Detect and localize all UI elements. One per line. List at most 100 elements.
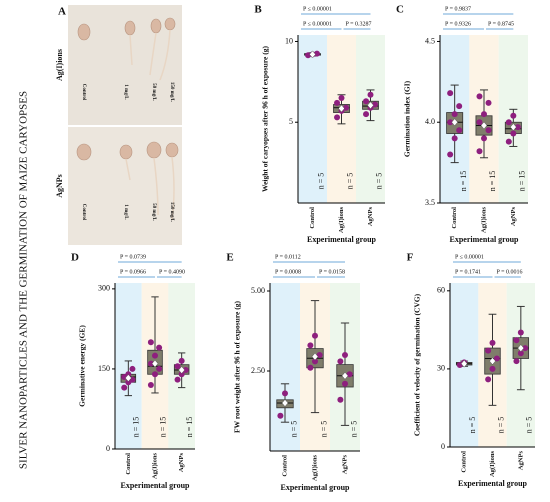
y-tick-label: 4.0 <box>425 117 435 126</box>
point <box>513 358 520 365</box>
y-tick-label: 300 <box>98 284 110 293</box>
point <box>312 358 318 365</box>
x-axis-label: Experimental group <box>281 483 351 492</box>
point <box>489 339 496 346</box>
y-axis-label: Coefficient of velocity of germination (… <box>413 293 422 436</box>
column-label: 50 mg/L <box>151 203 156 221</box>
p-value: P = 0.0008 <box>275 269 301 275</box>
category-band <box>298 35 327 203</box>
point <box>305 52 312 59</box>
p-value: P = 0.8745 <box>488 21 514 27</box>
panel-letter: F <box>407 252 414 264</box>
y-tick-label: 0 <box>441 442 445 451</box>
x-tick-label: AgNPs <box>510 207 517 227</box>
n-label: n = 5 <box>346 173 355 190</box>
mean <box>367 101 374 110</box>
point <box>174 363 181 370</box>
n-label: n = 5 <box>289 421 298 438</box>
point <box>337 358 344 365</box>
n-label: n = 15 <box>488 171 497 192</box>
p-value: P = 0.0966 <box>120 269 146 275</box>
mean <box>510 123 517 131</box>
y-tick-label: 3.5 <box>425 198 435 207</box>
point <box>313 50 320 57</box>
point <box>505 119 512 126</box>
figure-title: SILVER NANOPARTICLES AND THE GERMINATION… <box>18 91 30 469</box>
p-value: P = 0.0016 <box>497 269 523 275</box>
y-tick-label: 4.5 <box>425 36 435 45</box>
p-value: P = 0.1741 <box>455 269 481 275</box>
mean <box>309 50 316 59</box>
panel-letter: C <box>396 4 404 16</box>
n-label: n = 15 <box>132 417 141 438</box>
point <box>152 352 158 359</box>
point <box>476 93 483 100</box>
photo-panel <box>68 5 182 245</box>
n-label: n = 15 <box>158 417 167 438</box>
x-tick-label: AgNPs <box>367 207 374 227</box>
mean <box>460 359 468 368</box>
point <box>517 350 524 357</box>
point <box>476 148 483 155</box>
point <box>485 376 492 383</box>
point <box>334 114 341 121</box>
point <box>156 344 163 351</box>
point <box>152 371 158 378</box>
x-axis-label: Experimental group <box>307 235 377 244</box>
mean <box>151 359 159 368</box>
point <box>510 112 517 119</box>
point <box>342 380 348 387</box>
point <box>363 98 370 105</box>
panel-letter: B <box>254 4 262 16</box>
point <box>129 365 136 372</box>
point <box>307 364 314 371</box>
mean <box>480 121 488 130</box>
n-label: n = 15 <box>459 171 468 192</box>
mean <box>341 371 349 380</box>
x-tick-label: AgNPs <box>341 455 348 475</box>
point <box>307 342 314 349</box>
x-tick-label: Control <box>461 451 468 473</box>
point <box>481 135 487 142</box>
row-label: Ag(I)ions <box>55 49 64 81</box>
point <box>156 365 163 372</box>
column-label: Control <box>81 84 86 101</box>
x-tick-label: Control <box>125 453 132 475</box>
point <box>514 124 521 131</box>
x-tick-label: Control <box>309 207 316 229</box>
column-label: 1 mg/L <box>123 204 128 220</box>
point <box>456 103 463 110</box>
point <box>485 347 492 354</box>
column-label: 150 mg/L <box>169 202 174 223</box>
y-axis-label: FW root weight after 96 h of exposure (g… <box>233 301 242 433</box>
mean <box>311 352 319 361</box>
panel-letter: D <box>71 252 79 264</box>
point <box>481 111 487 118</box>
point <box>147 339 154 346</box>
point <box>147 360 154 367</box>
point <box>513 337 520 344</box>
y-tick-label: 2.50 <box>251 366 265 375</box>
column-label: 1 mg/L <box>123 84 128 100</box>
n-label: n = 5 <box>375 173 384 190</box>
point <box>282 390 288 397</box>
n-label: n = 5 <box>317 173 326 190</box>
point <box>447 90 454 97</box>
panel-letter: E <box>226 252 233 264</box>
point <box>342 104 349 111</box>
p-value: P = 0.0112 <box>275 254 301 260</box>
y-tick-label: 30 <box>437 364 445 373</box>
point <box>371 101 378 108</box>
point <box>342 352 348 358</box>
x-tick-label: Ag(I)ions <box>489 451 496 477</box>
point <box>517 329 524 336</box>
y-axis-label: Germination index (GI) <box>403 80 412 157</box>
point <box>363 111 370 118</box>
mean <box>517 344 525 352</box>
x-tick-label: Ag(I)ions <box>311 455 318 481</box>
column-label: Control <box>81 204 86 221</box>
point <box>451 111 458 118</box>
point <box>447 151 454 158</box>
mean <box>338 104 345 113</box>
x-tick-label: Control <box>451 207 458 229</box>
